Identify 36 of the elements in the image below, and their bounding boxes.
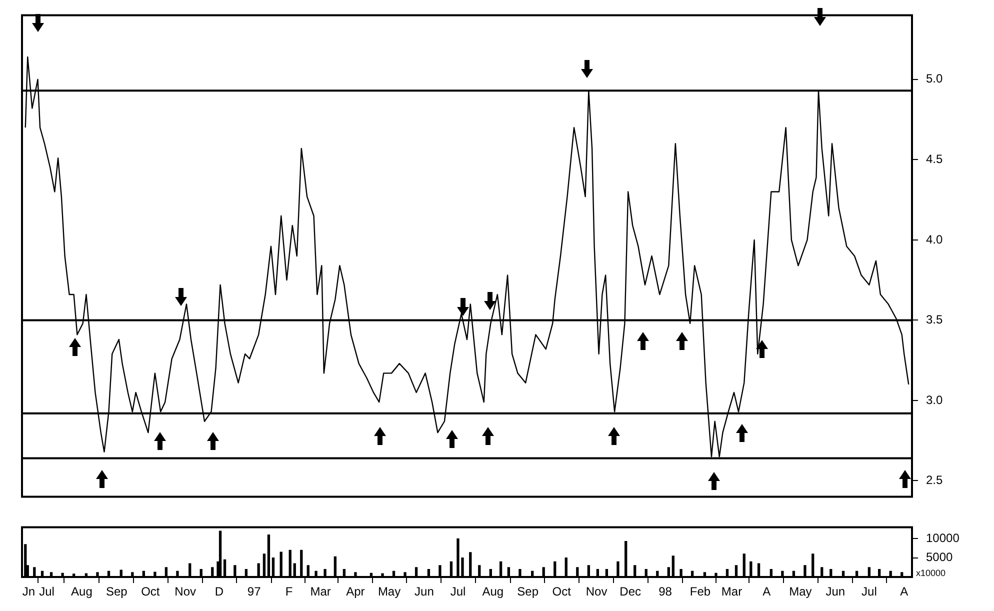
x-tick-label: F: [285, 584, 293, 599]
y-tick-label: 4.0: [926, 232, 944, 246]
y-tick-label: 2.5: [926, 473, 944, 488]
x-tick-label: 97: [247, 584, 262, 599]
y-tick-label: 10000: [926, 531, 960, 546]
x-tick-label: Jun: [414, 584, 434, 599]
text: x10000: [916, 568, 946, 578]
x-tick-label: May: [378, 584, 401, 599]
y-tick-label: 3.5: [926, 312, 944, 327]
x-tick-label: Oct: [141, 584, 160, 599]
x-tick-label: Jun: [826, 584, 846, 599]
x-tick-label: A: [900, 584, 908, 599]
x-tick-label: Mar: [310, 584, 331, 599]
x-tick-label: Sep: [106, 584, 128, 599]
x-tick-label: Aug: [71, 584, 92, 599]
y-tick-label: 5.0: [926, 72, 944, 86]
x-tick-label: D: [214, 584, 224, 599]
x-tick-label: A: [762, 584, 771, 599]
x-tick-label: Oct: [552, 584, 572, 599]
x-tick-label: Apr: [346, 584, 365, 599]
x-tick-label: Dec: [620, 584, 642, 599]
x-tick-label: Jul: [39, 584, 54, 599]
x-tick-label: Aug: [482, 584, 504, 599]
x-tick-label: Jul: [450, 584, 466, 599]
x-tick-label: Jul: [862, 584, 877, 599]
x-tick-label: Nov: [586, 584, 608, 599]
y-tick-label: 3.0: [926, 392, 944, 407]
x-tick-label: Jn: [22, 584, 36, 599]
y-tick-label: 5000: [926, 550, 954, 564]
x-tick-label: 98: [658, 584, 672, 599]
y-tick-label: 4.5: [926, 152, 944, 166]
x-tick-label: Mar: [721, 584, 742, 599]
x-tick-label: May: [789, 584, 812, 599]
x-tick-label: Sep: [517, 584, 539, 599]
x-tick-label: Nov: [174, 584, 196, 599]
x-tick-label: Feb: [690, 584, 711, 599]
